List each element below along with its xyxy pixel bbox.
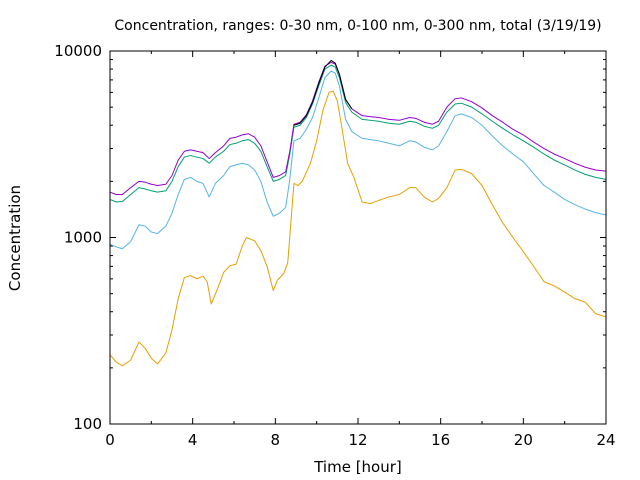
y-tick-label: 100 <box>73 415 102 433</box>
axis-ticks: 0 4 8 12 16 20 24 100 1000 10000 <box>54 42 615 449</box>
series-line-3 <box>109 64 607 203</box>
series-line-5 <box>293 59 353 126</box>
series-line-4 <box>109 61 607 196</box>
x-tick-label: 4 <box>188 431 198 449</box>
x-tick-label: 0 <box>105 431 115 449</box>
series-line-2 <box>109 70 607 250</box>
x-axis-label: Time [hour] <box>313 458 402 476</box>
x-tick-label: 24 <box>596 431 615 449</box>
plot-frame <box>109 50 607 425</box>
x-tick-label: 8 <box>271 431 281 449</box>
series-group <box>109 59 607 367</box>
x-tick-label: 16 <box>431 431 450 449</box>
y-axis-label: Concentration <box>6 185 24 291</box>
x-tick-label: 12 <box>348 431 367 449</box>
y-tick-label: 10000 <box>54 42 102 60</box>
chart-title: Concentration, ranges: 0-30 nm, 0-100 nm… <box>114 18 601 34</box>
series-line-1 <box>109 90 607 367</box>
x-tick-label: 20 <box>514 431 533 449</box>
y-tick-label: 1000 <box>64 229 102 247</box>
